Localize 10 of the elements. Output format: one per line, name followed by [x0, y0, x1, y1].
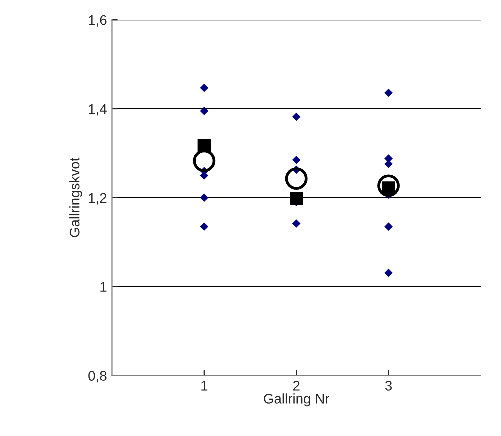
- x-tick-label: 1: [202, 381, 208, 391]
- y-tick-label: 0,8: [88, 371, 107, 383]
- y-tick-label: 1,4: [89, 104, 107, 116]
- y-tick-label: 1,2: [89, 193, 107, 205]
- y-tick-label: 1,6: [89, 15, 107, 27]
- x-tick-label: 3: [385, 381, 392, 391]
- x-axis-title: Gallring Nr: [264, 394, 330, 407]
- x-tick-label: 2: [293, 381, 300, 391]
- y-axis-title: Gallringskvot: [70, 158, 82, 238]
- y-tick-label: 1: [100, 282, 107, 292]
